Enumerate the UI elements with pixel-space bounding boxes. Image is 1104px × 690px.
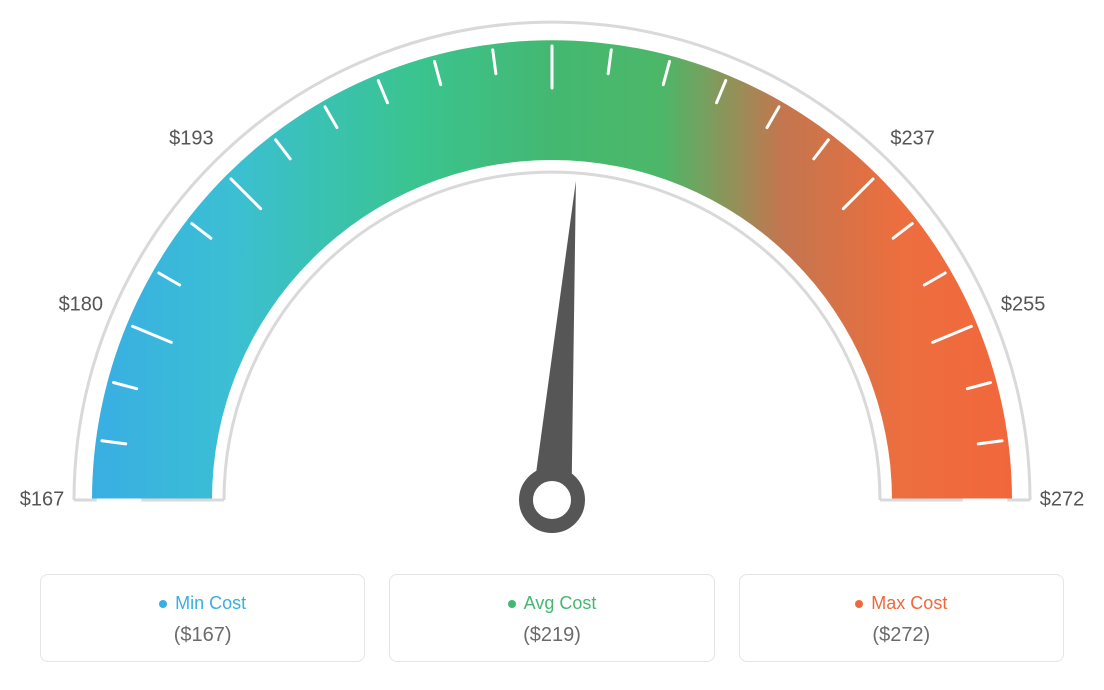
tick-label: $219: [530, 0, 575, 2]
tick-label: $255: [1001, 293, 1046, 316]
gauge-area: $167 $180 $193 $219 $237 $255 $272: [0, 0, 1104, 560]
needle: [532, 181, 576, 505]
card-avg-value: ($219): [390, 624, 713, 647]
card-max-value: ($272): [740, 624, 1063, 647]
card-min-value: ($167): [41, 624, 364, 647]
tick-label: $272: [1040, 489, 1085, 512]
card-max-label: Max Cost: [740, 593, 1063, 614]
legend-row: Min Cost ($167) Avg Cost ($219) Max Cost…: [40, 574, 1064, 662]
card-avg: Avg Cost ($219): [389, 574, 714, 662]
card-min-label: Min Cost: [41, 593, 364, 614]
tick-label: $193: [169, 128, 214, 151]
gauge-svg: [0, 0, 1104, 560]
needle-hub: [526, 474, 578, 526]
card-min: Min Cost ($167): [40, 574, 365, 662]
card-avg-label: Avg Cost: [390, 593, 713, 614]
tick-label: $180: [59, 293, 104, 316]
tick-label: $237: [890, 128, 935, 151]
tick-label: $167: [20, 489, 65, 512]
cost-gauge-chart: { "gauge": { "cx": 552, "cy": 500, "thic…: [0, 0, 1104, 690]
card-max: Max Cost ($272): [739, 574, 1064, 662]
